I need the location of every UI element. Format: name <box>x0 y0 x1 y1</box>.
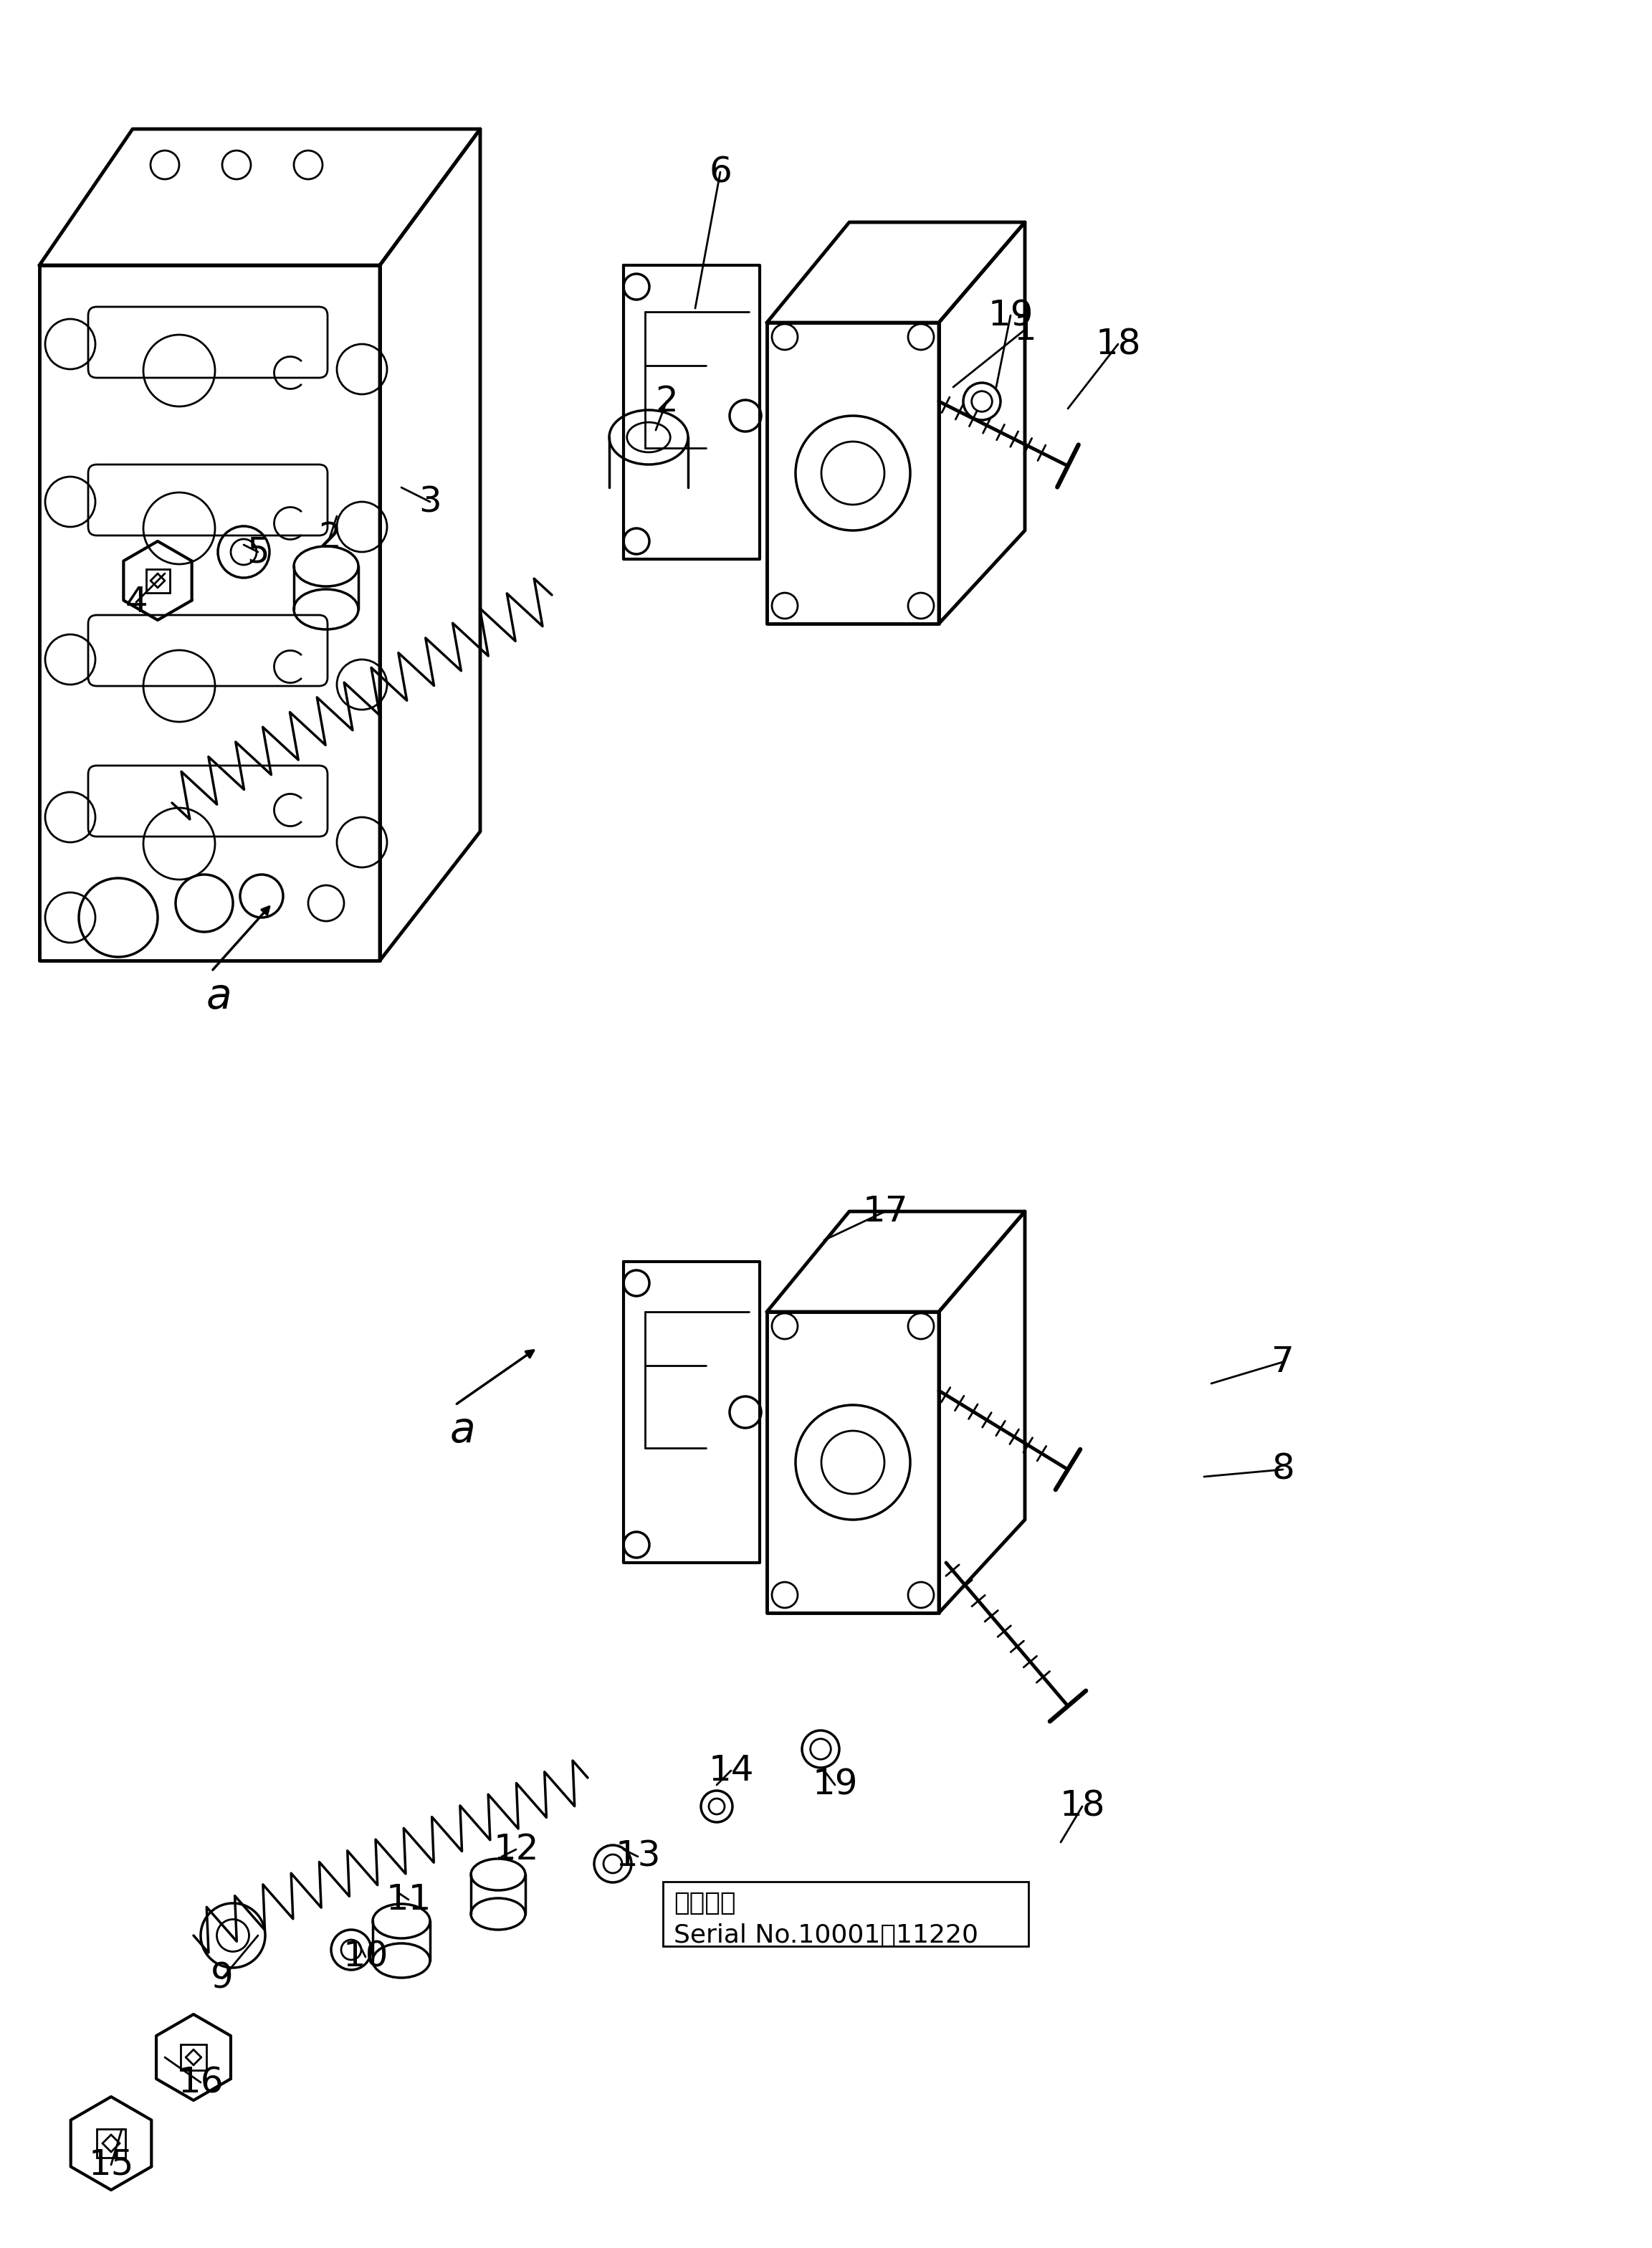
Text: a: a <box>449 1409 476 1450</box>
Text: 16: 16 <box>178 2066 223 2100</box>
Text: Serial No.10001－11220: Serial No.10001－11220 <box>674 1924 978 1947</box>
Bar <box>97 2129 126 2158</box>
Text: 5: 5 <box>246 535 269 569</box>
Text: 2: 2 <box>656 384 677 418</box>
Text: 2: 2 <box>319 522 340 555</box>
Text: 9: 9 <box>211 1960 233 1996</box>
Text: 3: 3 <box>418 486 441 519</box>
Text: 18: 18 <box>1059 1789 1105 1823</box>
Text: 6: 6 <box>709 155 732 189</box>
Text: 13: 13 <box>615 1839 661 1875</box>
Text: 11: 11 <box>387 1882 431 1918</box>
Text: 19: 19 <box>988 299 1032 333</box>
Text: a: a <box>206 976 231 1016</box>
Text: 1: 1 <box>1014 312 1036 346</box>
Text: 適用号機: 適用号機 <box>674 1891 735 1915</box>
Text: 18: 18 <box>1095 326 1142 362</box>
Text: 14: 14 <box>709 1753 753 1787</box>
Text: 7: 7 <box>1272 1344 1294 1380</box>
Bar <box>180 2043 206 2070</box>
Text: 8: 8 <box>1272 1452 1294 1486</box>
Text: 12: 12 <box>494 1832 539 1866</box>
Bar <box>662 1882 1029 1947</box>
Text: 19: 19 <box>813 1767 857 1803</box>
Text: 17: 17 <box>862 1194 909 1230</box>
Bar <box>145 569 170 593</box>
Text: 10: 10 <box>342 1940 388 1974</box>
Text: 4: 4 <box>126 584 147 620</box>
Text: 15: 15 <box>88 2147 134 2183</box>
